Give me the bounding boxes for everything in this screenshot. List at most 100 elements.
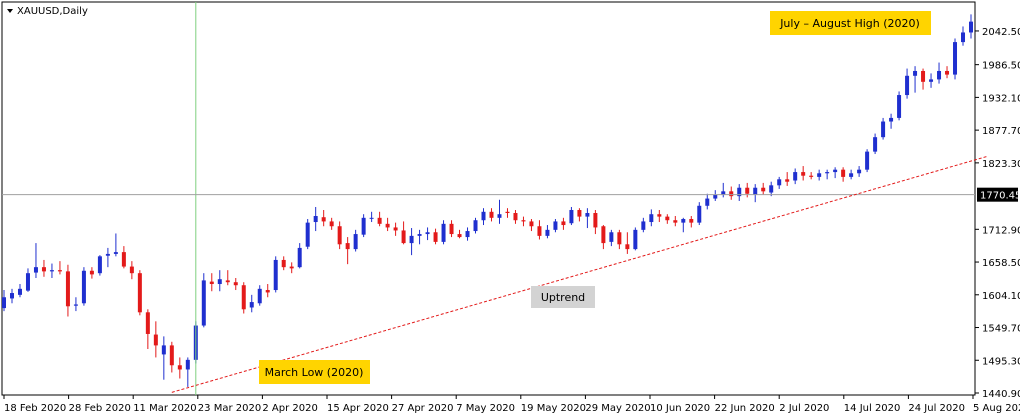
candle bbox=[225, 270, 230, 286]
plot-frame bbox=[1, 1, 976, 396]
candle-body bbox=[761, 187, 766, 192]
candle bbox=[41, 259, 46, 277]
candle bbox=[633, 227, 638, 251]
symbol-title[interactable]: XAUUSD,Daily bbox=[7, 6, 88, 17]
x-tick-label: 15 Apr 2020 bbox=[327, 403, 389, 414]
candle bbox=[345, 237, 350, 265]
candle bbox=[17, 284, 22, 298]
candle bbox=[673, 216, 678, 227]
candle-body bbox=[105, 253, 110, 256]
candle-body bbox=[849, 173, 854, 177]
candle-body bbox=[241, 285, 246, 310]
candle bbox=[657, 209, 662, 223]
candle-body bbox=[881, 121, 886, 138]
candle bbox=[769, 181, 774, 197]
candle-body bbox=[937, 70, 942, 80]
candle bbox=[65, 264, 70, 317]
candle-body bbox=[657, 214, 662, 217]
candle bbox=[105, 247, 110, 268]
candle-body bbox=[401, 230, 406, 244]
y-tick-label: 1712.90 bbox=[982, 225, 1020, 236]
candle-body bbox=[385, 223, 390, 228]
candle bbox=[761, 182, 766, 195]
candle bbox=[361, 214, 366, 238]
candle bbox=[89, 267, 94, 279]
candles-layer bbox=[2, 14, 973, 387]
x-tick-label: 10 Jun 2020 bbox=[650, 403, 710, 414]
candle-body bbox=[9, 293, 14, 299]
candle bbox=[489, 208, 494, 222]
candle-body bbox=[281, 259, 286, 268]
candle bbox=[521, 216, 526, 227]
uptrend-line bbox=[171, 155, 988, 393]
candle bbox=[353, 229, 358, 252]
candle bbox=[569, 206, 574, 226]
candle-body bbox=[593, 213, 598, 228]
candle-body bbox=[233, 282, 238, 286]
candle bbox=[465, 227, 470, 241]
candle-body bbox=[97, 256, 102, 274]
x-tick-label: 5 Aug 2020 bbox=[973, 403, 1020, 414]
candle-body bbox=[313, 216, 318, 223]
candle-body bbox=[481, 211, 486, 221]
candle bbox=[561, 217, 566, 230]
candle bbox=[257, 285, 262, 306]
candle bbox=[297, 243, 302, 269]
candle bbox=[545, 225, 550, 239]
candle-body bbox=[705, 198, 710, 206]
candle bbox=[409, 228, 414, 256]
y-tick-label: 1877.70 bbox=[982, 126, 1020, 137]
candle-body bbox=[777, 179, 782, 186]
candle bbox=[961, 26, 966, 46]
y-tick-label: 1658.50 bbox=[982, 258, 1020, 269]
candle bbox=[873, 133, 878, 155]
candle-body bbox=[625, 244, 630, 250]
candle-body bbox=[961, 32, 966, 43]
x-tick-label: 24 Jul 2020 bbox=[908, 403, 965, 414]
candle bbox=[441, 220, 446, 245]
candle bbox=[249, 294, 254, 313]
candle bbox=[129, 261, 134, 280]
candle-body bbox=[137, 273, 142, 313]
candle-body bbox=[897, 95, 902, 118]
candle-body bbox=[209, 281, 214, 285]
candle-body bbox=[569, 209, 574, 224]
y-tick-label: 2042.50 bbox=[982, 27, 1020, 38]
candle bbox=[801, 166, 806, 181]
candle-body bbox=[321, 217, 326, 222]
candle bbox=[393, 222, 398, 236]
candle-body bbox=[129, 266, 134, 274]
candle-body bbox=[49, 270, 54, 272]
candle bbox=[793, 168, 798, 185]
candle bbox=[161, 336, 166, 380]
candle bbox=[401, 221, 406, 245]
candle bbox=[49, 263, 54, 278]
candle bbox=[913, 66, 918, 93]
candle bbox=[385, 217, 390, 232]
chevron-down-icon[interactable] bbox=[7, 9, 13, 13]
candle bbox=[153, 321, 158, 358]
candle bbox=[2, 290, 6, 312]
candle bbox=[241, 282, 246, 314]
candle-body bbox=[673, 220, 678, 223]
candle-body bbox=[41, 267, 46, 272]
candle-body bbox=[753, 187, 758, 195]
candle bbox=[433, 228, 438, 245]
candle-body bbox=[377, 217, 382, 224]
candle bbox=[833, 167, 838, 179]
candle bbox=[209, 273, 214, 292]
x-tick-label: 22 Jun 2020 bbox=[715, 403, 775, 414]
candle-body bbox=[393, 227, 398, 231]
candle-body bbox=[273, 259, 278, 291]
y-tick-label: 1823.30 bbox=[982, 159, 1020, 170]
candle-body bbox=[769, 185, 774, 193]
annotation-high-label: July – August High (2020) bbox=[779, 17, 920, 30]
candle bbox=[905, 68, 910, 99]
candle bbox=[169, 341, 174, 373]
candle-body bbox=[737, 187, 742, 197]
candle-body bbox=[945, 70, 950, 75]
candle-body bbox=[633, 229, 638, 250]
candle bbox=[337, 221, 342, 250]
candle bbox=[865, 149, 870, 173]
